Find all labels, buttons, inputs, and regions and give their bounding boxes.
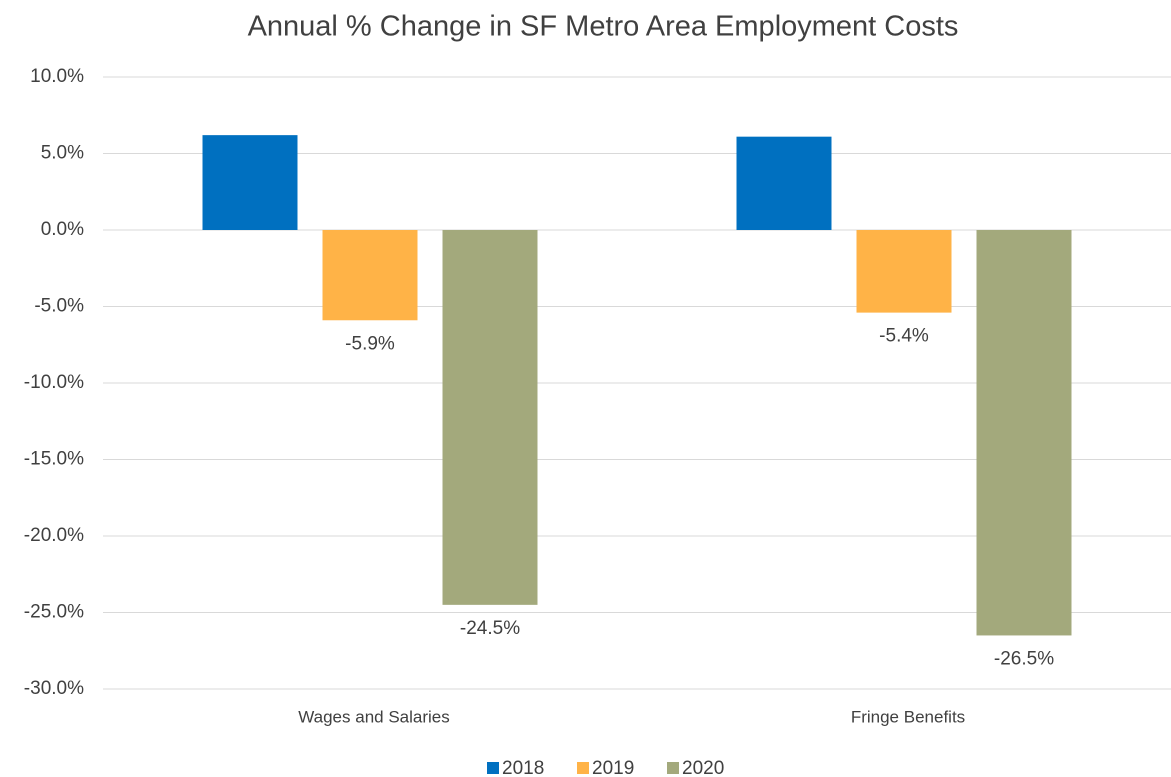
y-tick-label: -5.0%	[34, 296, 84, 317]
y-tick-label: -25.0%	[24, 602, 84, 623]
y-tick-label: -30.0%	[24, 678, 84, 699]
bar	[736, 136, 832, 230]
y-tick-label: 0.0%	[41, 219, 84, 240]
bar	[322, 230, 418, 321]
data-label: -5.9%	[345, 333, 395, 354]
bar	[856, 230, 952, 313]
legend-label: 2020	[682, 758, 724, 777]
legend-label: 2018	[502, 758, 544, 777]
bar	[202, 135, 298, 230]
legend-label: 2019	[592, 758, 634, 777]
legend-swatch	[577, 762, 589, 774]
data-label: -24.5%	[460, 618, 520, 639]
bar	[442, 230, 538, 605]
y-tick-label: 10.0%	[30, 66, 84, 87]
y-tick-label: -10.0%	[24, 372, 84, 393]
bar	[976, 230, 1072, 636]
data-label: -5.4%	[879, 326, 929, 347]
legend-swatch	[487, 762, 499, 774]
data-label: -26.5%	[994, 648, 1054, 669]
chart-title: Annual % Change in SF Metro Area Employm…	[248, 11, 959, 43]
x-tick-label: Wages and Salaries	[298, 707, 450, 726]
y-tick-label: -15.0%	[24, 449, 84, 470]
x-tick-label: Fringe Benefits	[851, 707, 965, 726]
legend-swatch	[667, 762, 679, 774]
y-tick-label: -20.0%	[24, 525, 84, 546]
y-tick-label: 5.0%	[41, 143, 84, 164]
